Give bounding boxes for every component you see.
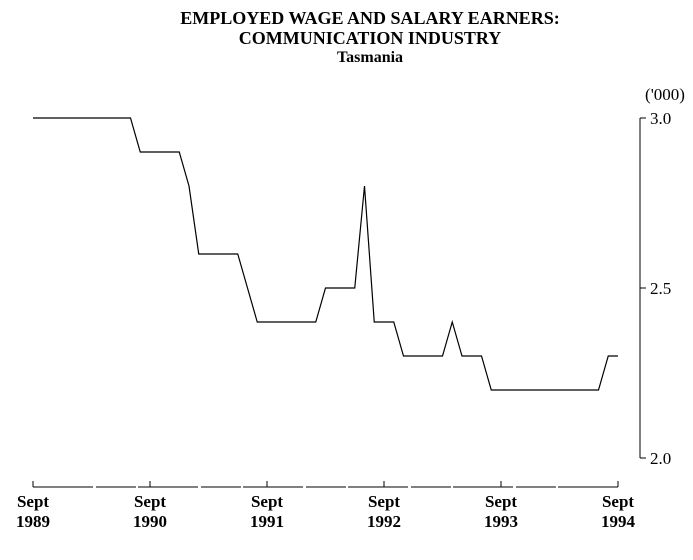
y-tick-label: 2.5 (650, 279, 671, 298)
chart-title: EMPLOYED WAGE AND SALARY EARNERS: COMMUN… (180, 8, 560, 48)
y-tick-label: 2.0 (650, 449, 671, 468)
chart-subtitle: Tasmania (336, 49, 404, 66)
x-tick-label: Sept 1993 (484, 492, 518, 531)
x-tick-label: Sept 1994 (601, 492, 636, 531)
x-tick-label: Sept 1989 (16, 492, 50, 531)
x-tick-label: Sept 1991 (250, 492, 284, 531)
x-tick-label: Sept 1992 (367, 492, 401, 531)
x-tick-label: Sept 1990 (133, 492, 167, 531)
y-axis-label: ('000) (645, 85, 685, 104)
line-series (33, 117, 618, 391)
y-tick-label: 3.0 (650, 109, 671, 128)
title-block: EMPLOYED WAGE AND SALARY EARNERS: COMMUN… (130, 8, 610, 68)
